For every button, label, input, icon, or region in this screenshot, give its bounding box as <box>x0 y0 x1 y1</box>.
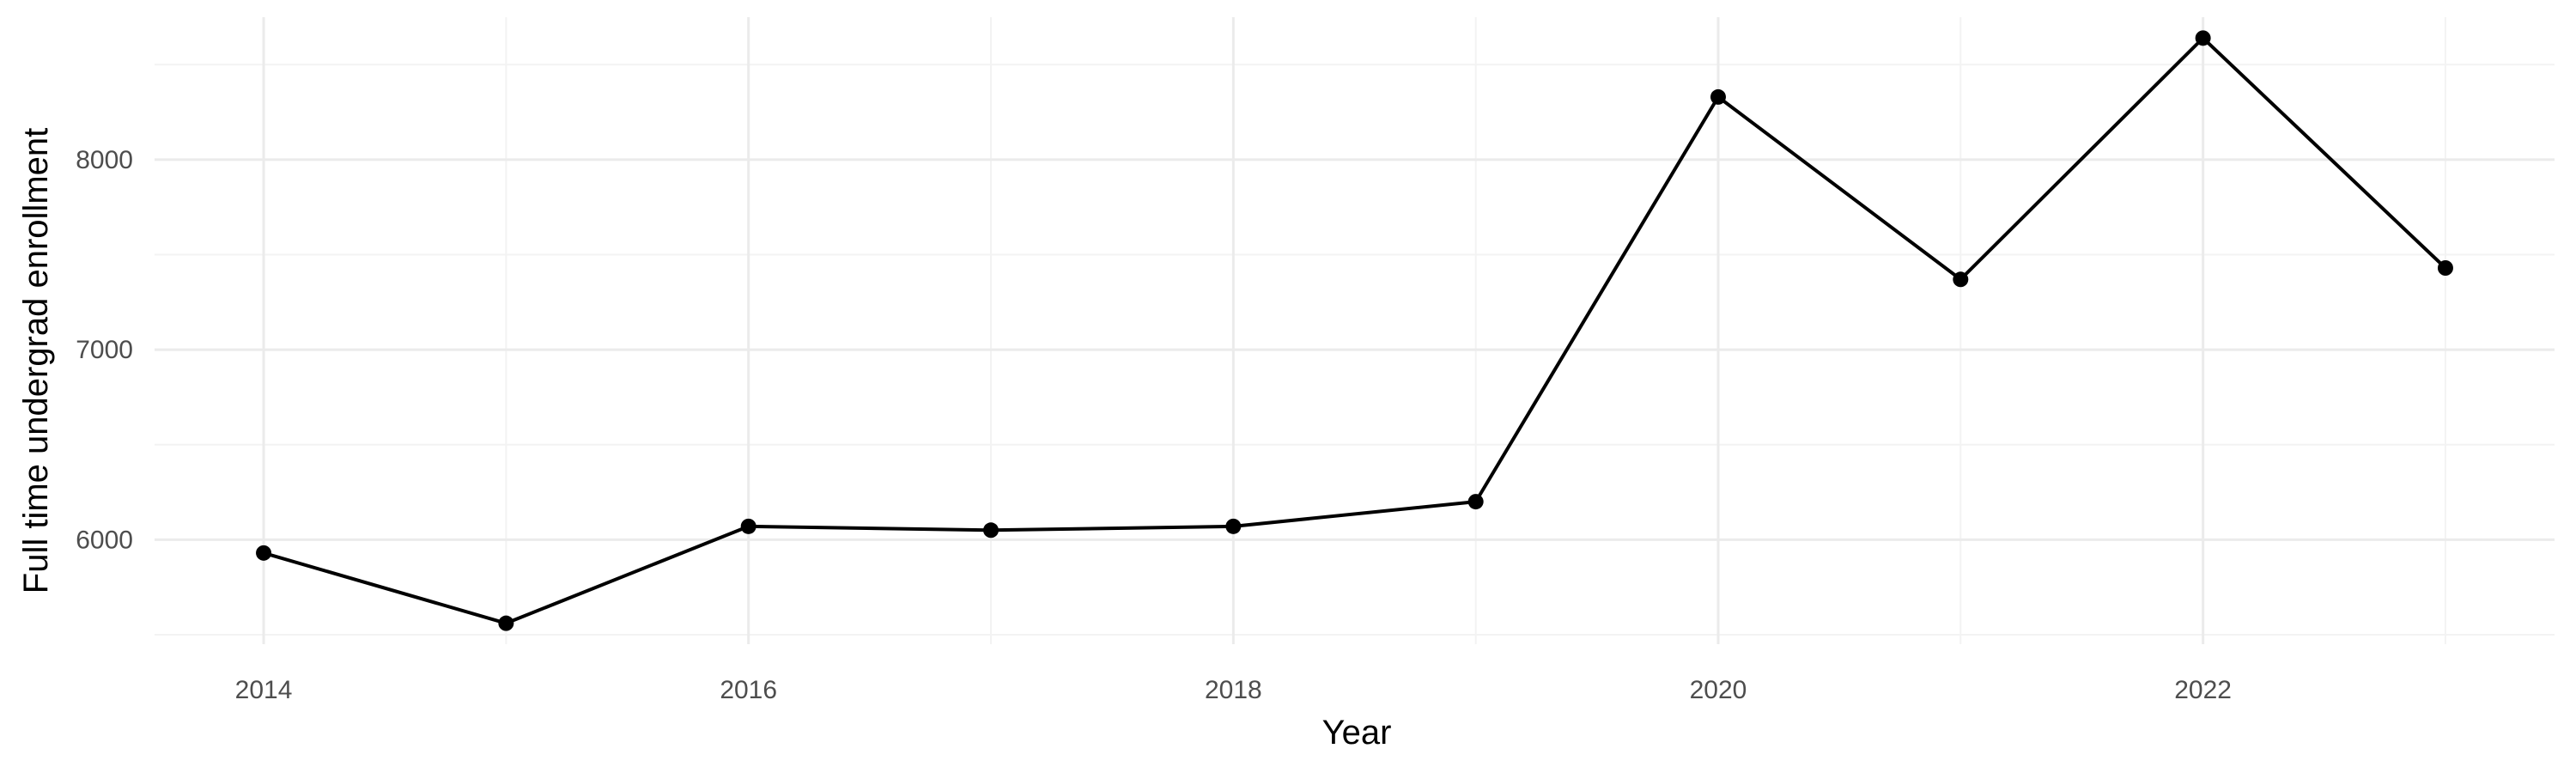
x-tick-label: 2018 <box>1205 676 1262 704</box>
series-layer <box>256 30 2453 631</box>
x-axis-title: Year <box>1322 714 1392 752</box>
data-point <box>2437 260 2453 276</box>
x-axis-tick-labels: 2014 2016 2018 2020 2022 <box>235 676 2232 704</box>
series-line <box>263 36 2447 625</box>
x-tick-label: 2016 <box>720 676 777 704</box>
data-point <box>2195 30 2211 46</box>
data-point <box>1953 271 1969 288</box>
y-tick-label: 6000 <box>76 526 133 554</box>
y-axis-tick-labels: 6000 7000 8000 <box>76 146 133 554</box>
data-point <box>740 518 756 534</box>
minor-gridlines <box>155 17 2555 644</box>
data-point <box>983 522 999 539</box>
data-point <box>1710 88 1726 105</box>
data-point <box>1225 518 1242 534</box>
x-tick-label: 2022 <box>2174 676 2232 704</box>
data-point <box>498 615 514 631</box>
data-point <box>256 545 272 561</box>
y-axis-title: Full time undergrad enrollment <box>17 128 55 593</box>
major-gridlines <box>155 17 2555 644</box>
data-point <box>1467 494 1484 510</box>
x-tick-label: 2020 <box>1690 676 1747 704</box>
x-tick-label: 2014 <box>235 676 293 704</box>
y-tick-label: 7000 <box>76 336 133 364</box>
y-tick-label: 8000 <box>76 146 133 174</box>
